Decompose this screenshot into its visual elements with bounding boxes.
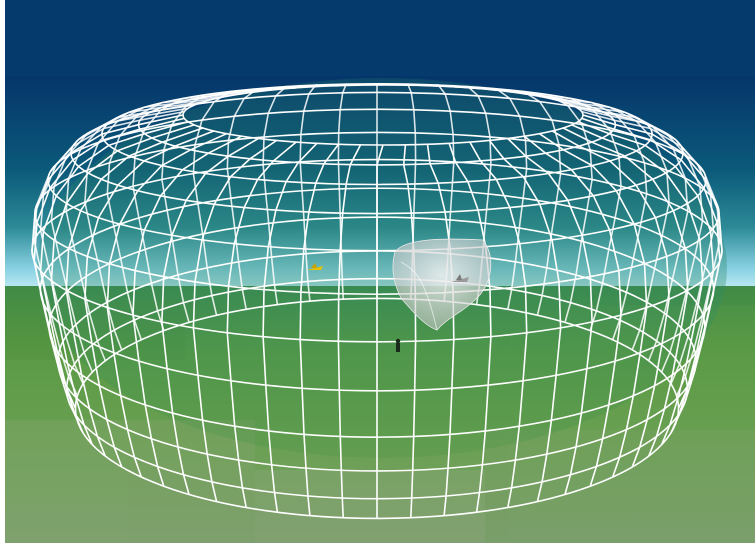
simulation-scene — [5, 0, 755, 543]
scene-canvas — [5, 0, 755, 543]
ground-observer-icon — [396, 339, 400, 352]
sky-band — [5, 0, 755, 76]
